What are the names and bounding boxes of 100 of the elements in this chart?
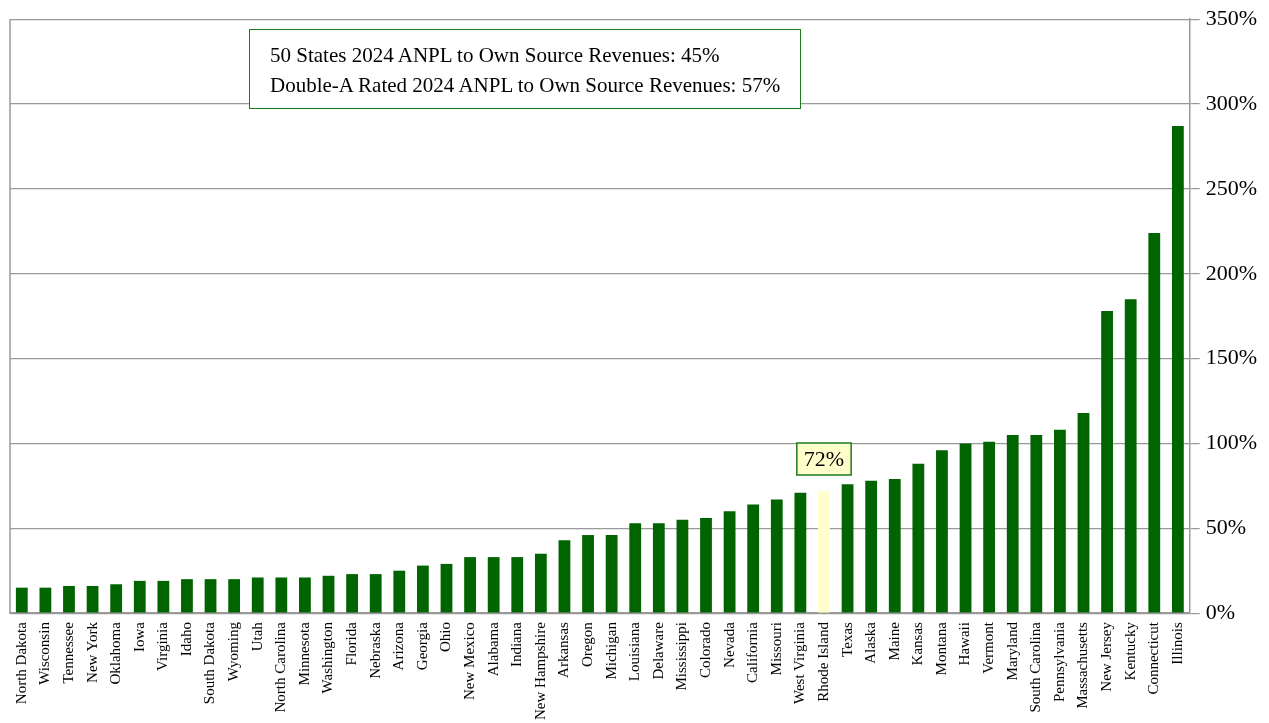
bar xyxy=(1148,233,1161,613)
x-tick-label: Oklahoma xyxy=(107,621,124,685)
x-tick-label: Utah xyxy=(248,621,265,652)
bar xyxy=(794,492,807,613)
bar xyxy=(511,557,524,613)
bar xyxy=(936,450,948,613)
x-tick-label: Missouri xyxy=(767,622,784,676)
bar xyxy=(39,587,52,613)
x-tick-label: California xyxy=(744,621,761,683)
x-tick-label: Hawaii xyxy=(956,622,973,666)
x-tick-label: North Carolina xyxy=(272,621,289,713)
y-tick-label: 200% xyxy=(1205,259,1257,285)
x-tick-label: Vermont xyxy=(980,621,997,674)
x-tick-label: Rhode Island xyxy=(814,621,831,702)
x-tick-label: Kentucky xyxy=(1121,621,1138,681)
y-tick-label: 50% xyxy=(1205,514,1246,540)
x-tick-label: Colorado xyxy=(696,622,713,678)
x-tick-label: Nevada xyxy=(720,621,737,668)
x-tick-label: Minnesota xyxy=(295,621,312,686)
x-tick-label: Wisconsin xyxy=(36,621,53,685)
bar xyxy=(888,479,901,613)
bar xyxy=(1054,429,1066,613)
x-tick-label: Georgia xyxy=(413,621,430,671)
bar xyxy=(86,585,99,613)
x-tick-label: North Dakota xyxy=(12,621,29,705)
x-tick-label: New Hampshire xyxy=(531,621,548,720)
bar xyxy=(959,443,972,613)
bar xyxy=(582,535,594,613)
bar xyxy=(63,585,75,613)
x-tick-label: Virginia xyxy=(154,621,171,671)
bar xyxy=(133,580,146,613)
annotation: Double-A Rated 2024 ANPL to Own Source Revenues: 57% xyxy=(270,72,781,99)
bar xyxy=(369,574,382,613)
bar xyxy=(912,463,925,613)
bar xyxy=(865,480,878,613)
y-tick-label: 0% xyxy=(1205,598,1235,624)
x-tick-label: Idaho xyxy=(177,622,194,657)
bar xyxy=(204,579,217,613)
bar xyxy=(440,563,453,613)
bar xyxy=(487,557,500,613)
y-tick-label: 350% xyxy=(1205,4,1257,30)
bar xyxy=(299,577,311,613)
x-tick-label: Washington xyxy=(319,621,336,694)
bar xyxy=(770,499,783,613)
x-tick-label: Illinois xyxy=(1168,621,1185,665)
bar xyxy=(605,535,618,613)
bar xyxy=(1101,311,1113,613)
bar xyxy=(228,579,241,613)
bar xyxy=(818,490,830,613)
bar xyxy=(676,519,689,613)
x-tick-label: Mississippi xyxy=(673,622,690,691)
bar xyxy=(1171,126,1184,613)
y-tick-label: 250% xyxy=(1205,174,1257,200)
x-tick-label: West Virginia xyxy=(791,621,808,705)
x-tick-label: South Dakota xyxy=(201,621,218,705)
x-tick-label: Arizona xyxy=(390,621,407,671)
bar xyxy=(157,580,170,613)
x-tick-label: Connecticut xyxy=(1145,621,1162,695)
x-tick-label: Indiana xyxy=(508,621,525,668)
bar xyxy=(1030,434,1043,613)
x-tick-label: Louisiana xyxy=(626,621,643,682)
x-tick-label: New Jersey xyxy=(1098,621,1115,692)
x-tick-label: Pennsylvania xyxy=(1050,621,1067,703)
bar xyxy=(747,504,760,613)
y-tick-label: 300% xyxy=(1205,89,1257,115)
bar xyxy=(983,441,996,613)
bar xyxy=(416,565,429,613)
x-tick-label: New Mexico xyxy=(461,622,478,701)
bar xyxy=(393,570,406,613)
bar xyxy=(251,577,264,613)
x-tick-label: Massachusetts xyxy=(1074,621,1091,709)
bar xyxy=(652,523,665,613)
x-tick-label: New York xyxy=(83,621,100,683)
x-tick-label: Maine xyxy=(885,621,902,661)
annotation: 50 States 2024 ANPL to Own Source Revenues: 45% xyxy=(270,42,721,69)
x-tick-label: Delaware xyxy=(649,621,666,680)
x-tick-label: Alabama xyxy=(484,621,501,677)
bar xyxy=(534,553,547,613)
bar xyxy=(346,574,358,613)
x-tick-label: Michigan xyxy=(602,621,619,680)
x-tick-label: Tennessee xyxy=(59,621,76,684)
bar xyxy=(110,584,123,613)
bar xyxy=(1006,434,1019,613)
annotation: 72% xyxy=(803,445,845,471)
x-tick-label: Florida xyxy=(343,621,360,666)
y-tick-label: 150% xyxy=(1205,344,1257,370)
x-tick-label: Texas xyxy=(838,621,855,657)
bar xyxy=(15,587,28,613)
bar xyxy=(558,540,571,613)
bar xyxy=(629,523,642,613)
x-tick-label: Montana xyxy=(932,621,949,676)
x-tick-label: Oregon xyxy=(578,621,595,668)
x-tick-label: Nebraska xyxy=(366,621,383,679)
bar xyxy=(1077,412,1090,613)
x-tick-label: Arkansas xyxy=(555,621,572,678)
x-tick-label: Wyoming xyxy=(225,621,242,682)
bar xyxy=(322,575,335,613)
x-tick-label: Iowa xyxy=(130,621,147,653)
y-tick-label: 100% xyxy=(1205,429,1257,455)
x-tick-label: Maryland xyxy=(1003,621,1020,681)
